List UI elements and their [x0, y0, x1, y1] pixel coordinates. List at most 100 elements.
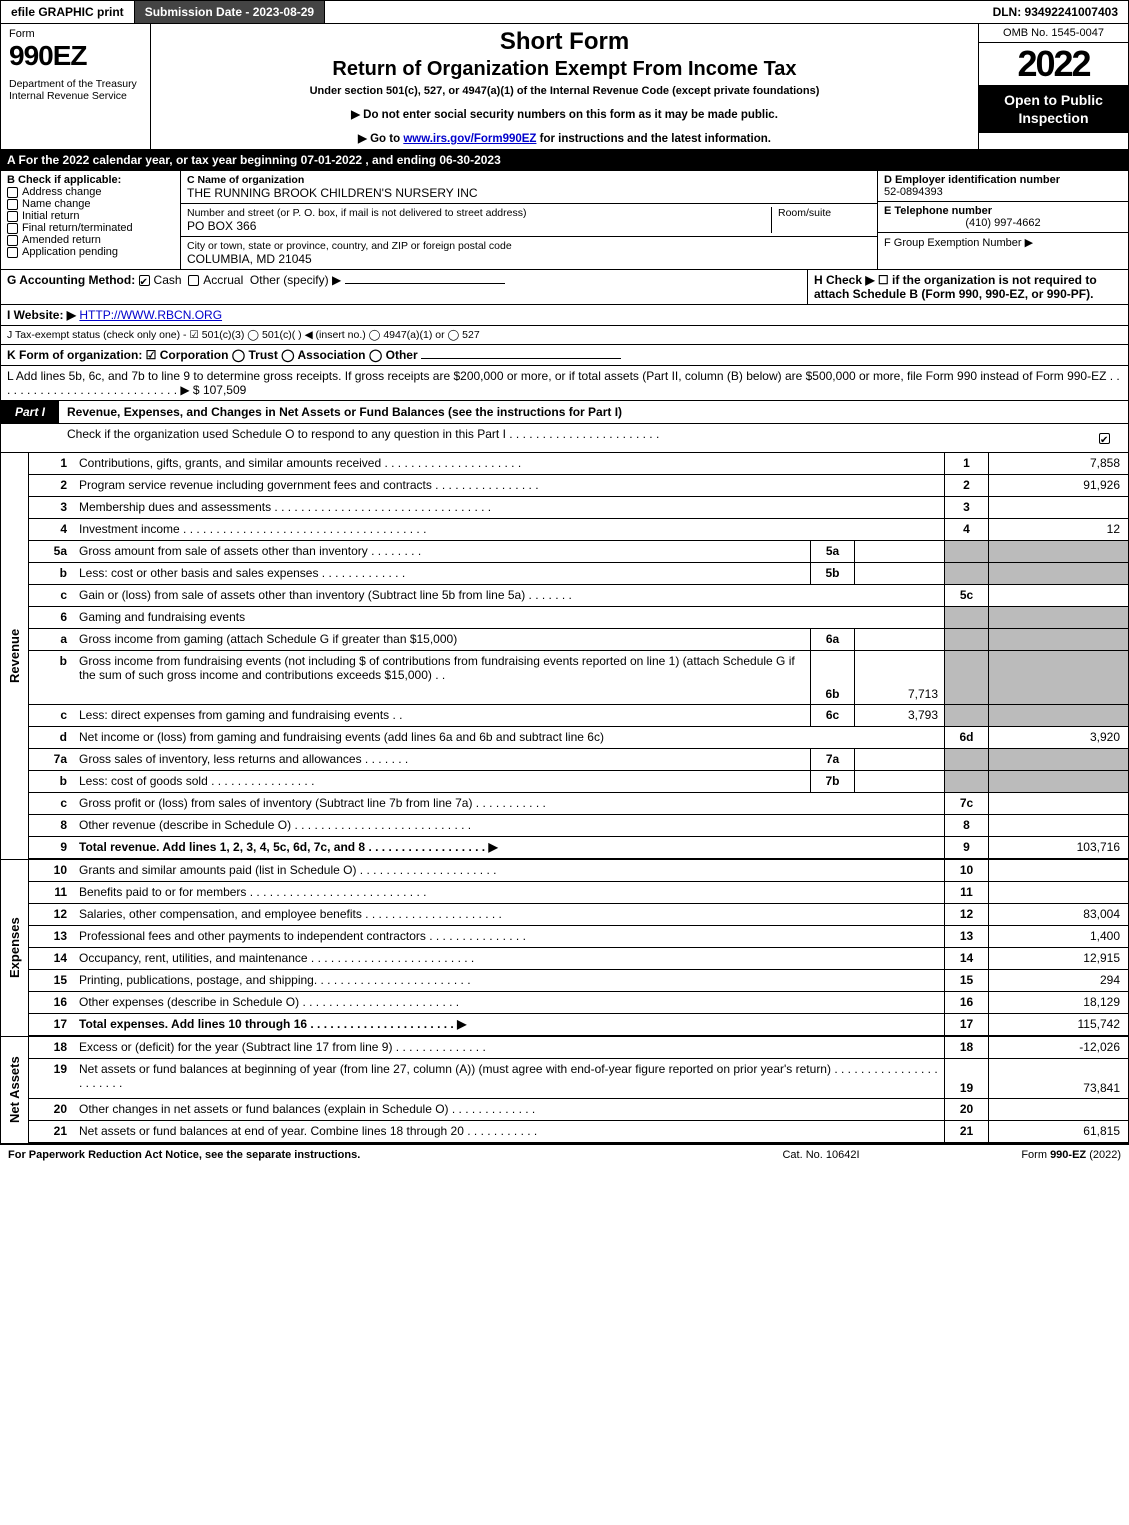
- opt-pending: Application pending: [22, 246, 118, 258]
- instr-goto-pre: ▶ Go to: [358, 133, 403, 145]
- website-link[interactable]: HTTP://WWW.RBCN.ORG: [79, 308, 222, 322]
- lv: [988, 882, 1128, 903]
- subtitle: Under section 501(c), 527, or 4947(a)(1)…: [159, 85, 970, 97]
- submission-tab: Submission Date - 2023-08-29: [135, 1, 325, 23]
- lb: 18: [944, 1037, 988, 1058]
- sh: [988, 563, 1128, 584]
- l-text: L Add lines 5b, 6c, and 7b to line 9 to …: [7, 369, 1120, 397]
- lsv: 7,713: [854, 651, 944, 704]
- ld: Investment income . . . . . . . . . . . …: [73, 519, 944, 540]
- sh: [944, 771, 988, 792]
- opt-accrual: Accrual: [203, 273, 243, 287]
- ld: Gross amount from sale of assets other t…: [73, 541, 810, 562]
- part-1-check: Check if the organization used Schedule …: [0, 424, 1129, 453]
- opt-address: Address change: [22, 186, 102, 198]
- form-header: Form 990EZ Department of the Treasury In…: [0, 24, 1129, 150]
- lv: [988, 815, 1128, 836]
- instr-ssn: ▶ Do not enter social security numbers o…: [159, 107, 970, 121]
- f-label: F Group Exemption Number ▶: [884, 236, 1122, 249]
- form-code: 990EZ: [9, 40, 142, 72]
- ln: 11: [29, 882, 73, 903]
- chk-schedule-o[interactable]: [1099, 433, 1110, 444]
- lsv: [854, 541, 944, 562]
- ld: Contributions, gifts, grants, and simila…: [73, 453, 944, 474]
- ln: 16: [29, 992, 73, 1013]
- chk-initial[interactable]: [7, 211, 18, 222]
- ln: 19: [29, 1059, 73, 1098]
- section-b: B Check if applicable: Address change Na…: [1, 171, 181, 269]
- ld: Gross sales of inventory, less returns a…: [73, 749, 810, 770]
- ln: 12: [29, 904, 73, 925]
- sh: [988, 651, 1128, 704]
- lb: 17: [944, 1014, 988, 1035]
- expenses-block: Expenses 10Grants and similar amounts pa…: [0, 860, 1129, 1037]
- opt-other: Other (specify) ▶: [250, 273, 341, 287]
- chk-accrual[interactable]: [188, 275, 199, 286]
- lv: [988, 1099, 1128, 1120]
- footer: For Paperwork Reduction Act Notice, see …: [0, 1144, 1129, 1165]
- ln: 3: [29, 497, 73, 518]
- efile-tab[interactable]: efile GRAPHIC print: [1, 1, 135, 23]
- opt-cash: Cash: [154, 273, 182, 287]
- chk-cash[interactable]: [139, 275, 150, 286]
- sh: [944, 705, 988, 726]
- org-city: COLUMBIA, MD 21045: [187, 252, 871, 266]
- ld: Printing, publications, postage, and shi…: [73, 970, 944, 991]
- ld: Professional fees and other payments to …: [73, 926, 944, 947]
- chk-pending[interactable]: [7, 247, 18, 258]
- sh: [944, 563, 988, 584]
- section-l: L Add lines 5b, 6c, and 7b to line 9 to …: [0, 366, 1129, 401]
- lb: 21: [944, 1121, 988, 1142]
- ln: 2: [29, 475, 73, 496]
- h-text: H Check ▶ ☐ if the organization is not r…: [814, 273, 1097, 301]
- ld: Other changes in net assets or fund bala…: [73, 1099, 944, 1120]
- lb: 20: [944, 1099, 988, 1120]
- part-1-title: Revenue, Expenses, and Changes in Net As…: [59, 401, 1128, 423]
- lv: 83,004: [988, 904, 1128, 925]
- lsv: [854, 629, 944, 650]
- chk-name[interactable]: [7, 199, 18, 210]
- lb: 9: [944, 837, 988, 858]
- lsv: [854, 771, 944, 792]
- lv: [988, 497, 1128, 518]
- part-1-header: Part I Revenue, Expenses, and Changes in…: [0, 401, 1129, 424]
- other-line[interactable]: [345, 283, 505, 284]
- lv: 61,815: [988, 1121, 1128, 1142]
- footer-right: Form 990-EZ (2022): [921, 1149, 1121, 1161]
- irs-link[interactable]: www.irs.gov/Form990EZ: [403, 133, 536, 145]
- section-i: I Website: ▶ HTTP://WWW.RBCN.ORG: [0, 305, 1129, 326]
- d-label: D Employer identification number: [884, 174, 1122, 186]
- k-text: K Form of organization: ☑ Corporation ◯ …: [7, 348, 418, 362]
- lb: 3: [944, 497, 988, 518]
- open-public: Open to Public Inspection: [979, 85, 1128, 133]
- footer-pre: Form: [1021, 1149, 1050, 1161]
- lv: 103,716: [988, 837, 1128, 858]
- opt-amended: Amended return: [22, 234, 101, 246]
- chk-amended[interactable]: [7, 235, 18, 246]
- ld: Less: cost of goods sold . . . . . . . .…: [73, 771, 810, 792]
- chk-final[interactable]: [7, 223, 18, 234]
- sh: [988, 749, 1128, 770]
- header-left: Form 990EZ Department of the Treasury In…: [1, 24, 151, 149]
- header-right: OMB No. 1545-0047 2022 Open to Public In…: [978, 24, 1128, 149]
- lsv: [854, 563, 944, 584]
- opt-initial: Initial return: [22, 210, 79, 222]
- sh: [944, 651, 988, 704]
- lv: 12,915: [988, 948, 1128, 969]
- revenue-label: Revenue: [1, 453, 29, 859]
- chk-address[interactable]: [7, 187, 18, 198]
- sh: [988, 705, 1128, 726]
- title-return: Return of Organization Exempt From Incom…: [159, 58, 970, 81]
- ln: 4: [29, 519, 73, 540]
- lb: 13: [944, 926, 988, 947]
- ln: 14: [29, 948, 73, 969]
- omb: OMB No. 1545-0047: [979, 24, 1128, 43]
- ld: Net assets or fund balances at beginning…: [73, 1059, 944, 1098]
- ln: 17: [29, 1014, 73, 1035]
- revenue-block: Revenue 1Contributions, gifts, grants, a…: [0, 453, 1129, 860]
- lsv: [854, 749, 944, 770]
- footer-post: (2022): [1086, 1149, 1121, 1161]
- lb: 6d: [944, 727, 988, 748]
- sh: [944, 629, 988, 650]
- dln: DLN: 93492241007403: [983, 1, 1128, 23]
